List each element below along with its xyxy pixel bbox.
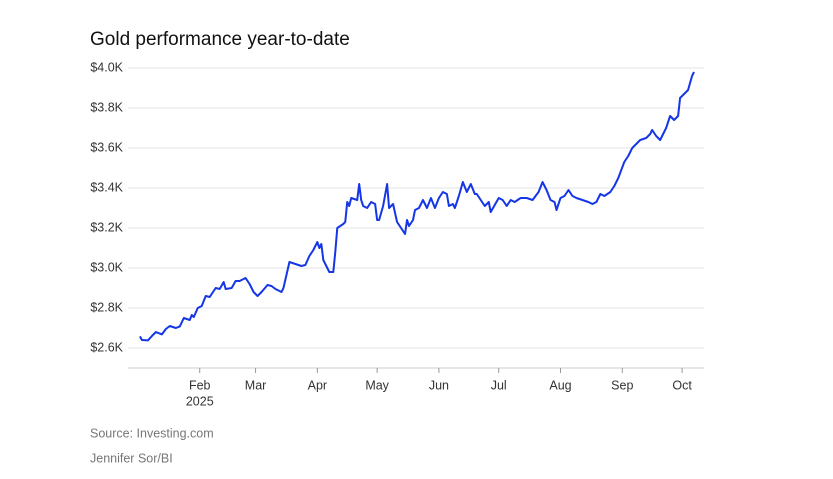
y-tick-label: $4.0K [90, 60, 123, 74]
y-tick-label: $2.6K [90, 340, 123, 354]
x-tick-label: Feb [189, 378, 211, 392]
y-tick-label: $2.8K [90, 300, 123, 314]
x-tick-label: Jul [491, 378, 507, 392]
series-line [139, 71, 695, 342]
x-tick-label: Mar [245, 378, 267, 392]
chart-title: Gold performance year-to-date [90, 29, 350, 50]
source: Source: Investing.com [90, 426, 214, 440]
x-year-label: 2025 [186, 394, 214, 408]
x-tick-label: May [365, 378, 389, 392]
x-tick-label: Oct [672, 378, 692, 392]
y-tick-label: $3.0K [90, 260, 123, 274]
y-tick-label: $3.8K [90, 100, 123, 114]
credit: Jennifer Sor/BI [90, 451, 173, 465]
y-tick-label: $3.2K [90, 220, 123, 234]
y-tick-label: $3.6K [90, 140, 123, 154]
x-tick-label: Sep [611, 378, 633, 392]
x-tick-label: Apr [308, 378, 327, 392]
x-tick-label: Jun [429, 378, 449, 392]
y-tick-label: $3.4K [90, 180, 123, 194]
x-tick-label: Aug [549, 378, 571, 392]
